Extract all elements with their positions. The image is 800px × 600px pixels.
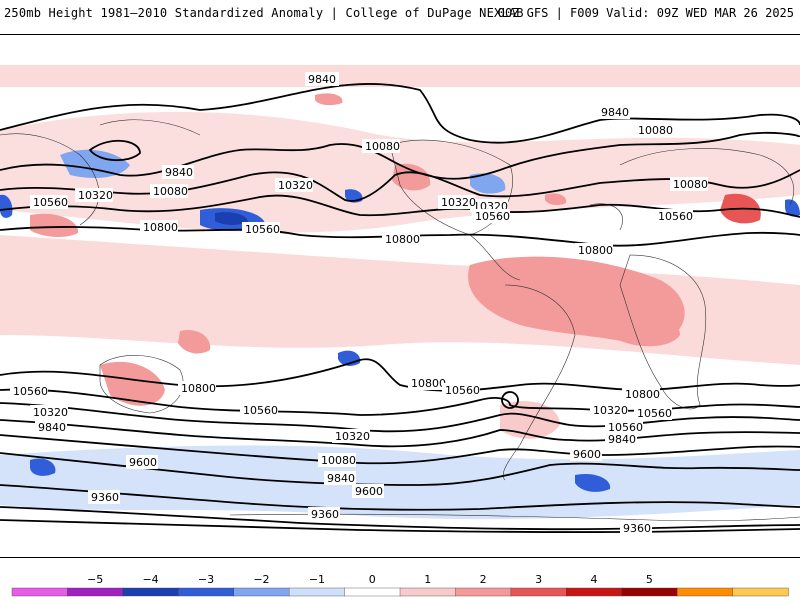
contour-label: 10320	[441, 196, 476, 209]
contour-label: 10800	[143, 221, 178, 234]
colorbar-tick-label: 4	[591, 573, 598, 586]
contour-label: 9600	[573, 448, 601, 461]
colorbar-swatch	[178, 587, 235, 597]
colorbar-tick-label: −2	[253, 573, 269, 586]
contour-label: 10080	[321, 454, 356, 467]
contour-label: 9840	[327, 472, 355, 485]
colorbar-swatch	[122, 587, 179, 597]
contour-label: 9840	[601, 106, 629, 119]
contour-label: 9600	[355, 485, 383, 498]
colorbar-swatches	[11, 587, 789, 597]
contour-label: 10800	[181, 382, 216, 395]
contour-label: 10080	[638, 124, 673, 137]
contour-label: 9600	[129, 456, 157, 469]
colorbar-swatch	[233, 587, 290, 597]
colorbar-swatch	[621, 587, 678, 597]
colorbar-swatch	[732, 587, 789, 597]
colorbar-swatch	[399, 587, 457, 597]
contour-label: 9840	[165, 166, 193, 179]
anomaly-shading	[0, 65, 800, 520]
colorbar-tick-label: 5	[646, 573, 653, 586]
contour-label: 9840	[38, 421, 66, 434]
colorbar-tick-label: 0	[369, 573, 376, 586]
colorbar: −5 −4 −3 −2 −1 0 1 2 3 4 5	[11, 573, 789, 597]
contour-label: 10320	[593, 404, 628, 417]
contour-label: 9360	[311, 508, 339, 521]
contour-label: 10560	[475, 210, 510, 223]
contour-label: 9840	[608, 433, 636, 446]
contour-label: 9840	[308, 73, 336, 86]
contour-label: 10800	[411, 377, 446, 390]
contour-label: 9360	[623, 522, 651, 535]
contour-label: 10560	[637, 407, 672, 420]
contour-label: 10080	[153, 185, 188, 198]
contour-label: 10560	[33, 196, 68, 209]
height-contours	[0, 83, 800, 533]
anomaly-map: 9840 9840 9840 10080 10080 10080 10320 1…	[0, 34, 800, 558]
colorbar-ticks: −5 −4 −3 −2 −1 0 1 2 3 4 5	[87, 573, 653, 586]
contour-label: 10560	[608, 421, 643, 434]
colorbar-tick-label: 3	[535, 573, 542, 586]
colorbar-swatch	[566, 587, 623, 597]
contour-labels: 9840 9840 9840 10080 10080 10080 10320 1…	[10, 72, 708, 535]
contour-label: 10560	[243, 404, 278, 417]
contour-label: 10560	[658, 210, 693, 223]
contour-label: 10560	[245, 223, 280, 236]
colorbar-swatch	[67, 587, 124, 597]
contour-label: 10320	[335, 430, 370, 443]
model-valid-time: 00Z GFS | F009 Valid: 09Z WED MAR 26 202…	[497, 6, 794, 20]
contour-label: 10320	[278, 179, 313, 192]
colorbar-swatch	[288, 587, 346, 597]
contour-label: 10080	[673, 178, 708, 191]
contour-label: 10560	[13, 385, 48, 398]
colorbar-tick-label: −4	[142, 573, 158, 586]
contour-label: 10080	[365, 140, 400, 153]
contour-label: 10320	[78, 189, 113, 202]
colorbar-swatch	[11, 587, 69, 597]
contour-label: 9360	[91, 491, 119, 504]
coastlines	[0, 119, 800, 522]
contour-label: 10800	[625, 388, 660, 401]
colorbar-swatch	[510, 587, 567, 597]
colorbar-tick-label: −5	[87, 573, 103, 586]
colorbar-swatch	[676, 587, 734, 597]
contour-label: 10800	[578, 244, 613, 257]
map-title: 250mb Height 1981–2010 Standardized Anom…	[4, 6, 524, 20]
contour-label: 10320	[33, 406, 68, 419]
colorbar-tick-label: −1	[309, 573, 325, 586]
contour-label: 10560	[445, 384, 480, 397]
map-canvas: 9840 9840 9840 10080 10080 10080 10320 1…	[0, 65, 800, 535]
colorbar-swatch	[455, 587, 512, 597]
colorbar-swatch	[344, 587, 401, 597]
contour-label: 10800	[385, 233, 420, 246]
colorbar-tick-label: −3	[198, 573, 214, 586]
colorbar-tick-label: 2	[480, 573, 487, 586]
colorbar-tick-label: 1	[424, 573, 431, 586]
